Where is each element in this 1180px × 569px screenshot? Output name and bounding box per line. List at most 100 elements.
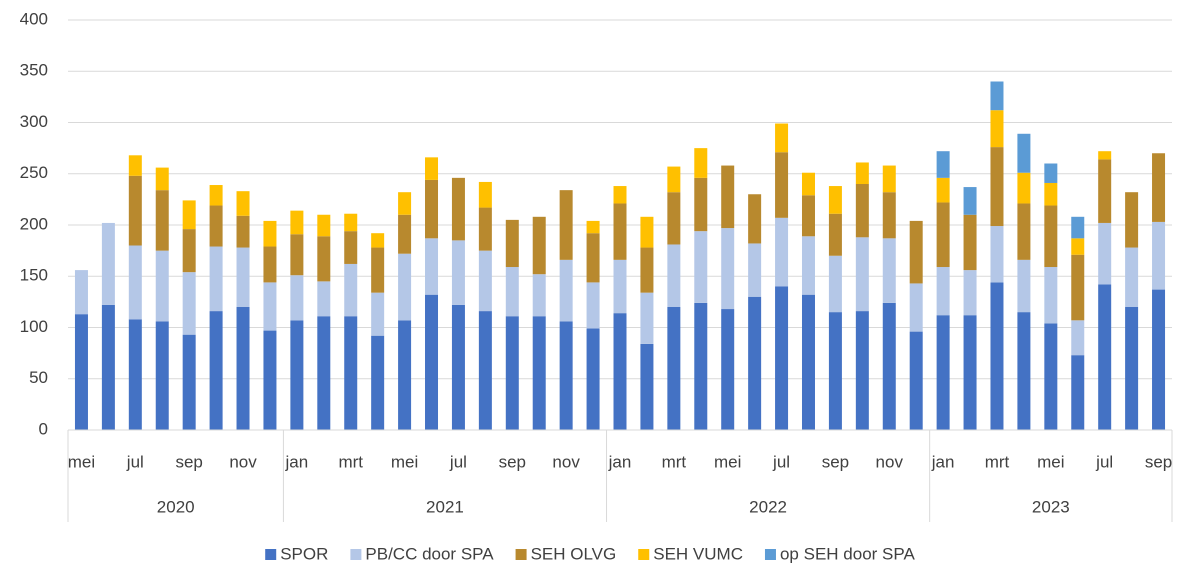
bar-segment: [963, 315, 977, 430]
bar-segment: [667, 192, 681, 245]
legend-swatch: [515, 549, 527, 560]
bar-segment: [317, 236, 331, 282]
bar-segment: [155, 190, 169, 251]
bar-segment: [990, 282, 1004, 430]
bar-segment: [532, 274, 546, 317]
bar-segment: [613, 259, 627, 314]
bar-segment: [1071, 238, 1085, 255]
bar-segment: [263, 330, 277, 430]
bar-segment: [290, 275, 304, 321]
bar-segment: [1017, 259, 1031, 313]
bar-segment: [1071, 355, 1085, 430]
bar-segment: [182, 229, 196, 273]
x-tick-label: nov: [552, 452, 580, 471]
legend-swatch: [638, 549, 650, 560]
legend-swatch: [350, 549, 362, 560]
x-tick-label: mei: [68, 452, 95, 471]
bar-segment: [640, 292, 654, 344]
bar-segment: [1125, 307, 1139, 430]
bar-segment: [1098, 159, 1112, 223]
bar-segment: [290, 320, 304, 430]
bar-segment: [828, 312, 842, 430]
bar-segment: [559, 190, 573, 260]
x-tick-label: mrt: [985, 452, 1010, 471]
bar-segment: [1125, 192, 1139, 248]
bar-segment: [505, 267, 519, 317]
bar-segment: [801, 236, 815, 295]
y-tick-label: 250: [20, 163, 48, 182]
bar-segment: [74, 314, 88, 430]
bar-segment: [909, 331, 923, 430]
bar-segment: [1044, 182, 1058, 206]
year-label: 2022: [749, 497, 787, 516]
bar-segment: [559, 321, 573, 430]
bar-segment: [425, 294, 439, 430]
bar-segment: [344, 213, 358, 232]
legend-label: SEH VUMC: [653, 544, 743, 563]
x-tick-label: mei: [714, 452, 741, 471]
bar-segment: [344, 263, 358, 317]
year-label: 2021: [426, 497, 464, 516]
bar-segment: [398, 320, 412, 430]
legend-label: op SEH door SPA: [780, 544, 915, 563]
bar-segment: [155, 250, 169, 322]
bar-segment: [936, 315, 950, 430]
bar-segment: [882, 165, 896, 193]
y-tick-label: 350: [20, 61, 48, 80]
x-tick-label: sep: [499, 452, 526, 471]
bar-segment: [855, 162, 869, 184]
bar-segment: [963, 270, 977, 316]
bar-segment: [828, 255, 842, 313]
bar-segment: [559, 259, 573, 322]
x-tick-label: nov: [229, 452, 257, 471]
bar-segment: [532, 316, 546, 430]
legend-swatch: [764, 549, 776, 560]
bar-segment: [775, 152, 789, 218]
bar-segment: [425, 179, 439, 239]
bar-segment: [209, 205, 223, 247]
bar-segment: [909, 220, 923, 284]
year-label: 2023: [1032, 497, 1070, 516]
bar-segment: [1044, 205, 1058, 268]
x-tick-label: jul: [1095, 452, 1113, 471]
bar-segment: [425, 157, 439, 180]
bar-segment: [1071, 320, 1085, 356]
bar-segment: [290, 234, 304, 276]
bar-segment: [236, 215, 250, 248]
bar-segment: [236, 191, 250, 216]
bar-segment: [855, 184, 869, 238]
bar-segment: [101, 304, 115, 430]
bar-segment: [317, 316, 331, 430]
bar-segment: [344, 231, 358, 264]
bar-segment: [1044, 267, 1058, 324]
bar-segment: [748, 243, 762, 297]
x-tick-label: jul: [449, 452, 467, 471]
bar-segment: [1017, 312, 1031, 430]
bar-segment: [667, 307, 681, 430]
bar-segment: [263, 282, 277, 331]
bar-segment: [371, 247, 385, 293]
bar-segment: [371, 335, 385, 430]
bar-segment: [128, 245, 142, 320]
bar-segment: [425, 238, 439, 295]
bar-segment: [667, 244, 681, 307]
bar-segment: [209, 311, 223, 430]
bar-segment: [478, 311, 492, 430]
bar-segment: [128, 175, 142, 246]
bar-segment: [478, 181, 492, 208]
bar-segment: [748, 296, 762, 430]
bar-segment: [801, 195, 815, 237]
bar-segment: [182, 200, 196, 230]
y-tick-label: 300: [20, 112, 48, 131]
bar-segment: [1071, 216, 1085, 239]
bar-segment: [855, 311, 869, 430]
bar-segment: [936, 267, 950, 316]
bar-segment: [317, 214, 331, 237]
bar-segment: [128, 155, 142, 176]
bar-segment: [990, 81, 1004, 111]
x-tick-label: mrt: [662, 452, 687, 471]
bar-segment: [882, 192, 896, 239]
bar-segment: [317, 281, 331, 317]
bar-segment: [990, 110, 1004, 148]
